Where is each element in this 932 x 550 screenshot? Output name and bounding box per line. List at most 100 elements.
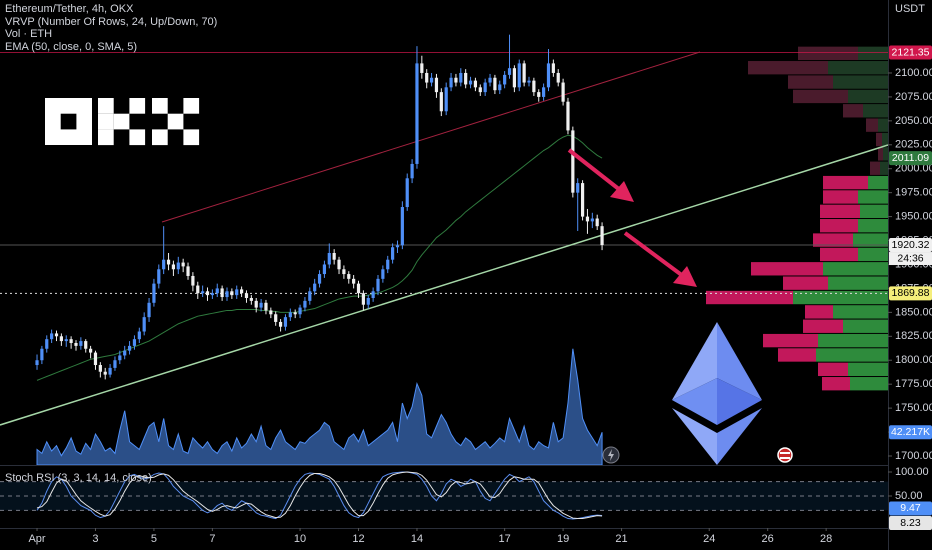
candle-body bbox=[512, 68, 516, 88]
volume-label: 42.217K bbox=[891, 426, 930, 438]
candle-body bbox=[361, 293, 365, 305]
candle-body bbox=[244, 293, 249, 298]
y-tick-label: 1975.00 bbox=[895, 187, 932, 199]
x-tick-label: 21 bbox=[615, 533, 627, 545]
vrvp-down bbox=[818, 362, 848, 377]
eth-facet bbox=[717, 408, 762, 465]
vrvp-up bbox=[818, 333, 888, 348]
candle-body bbox=[503, 74, 507, 85]
arrow-head bbox=[673, 266, 697, 287]
vrvp-up bbox=[833, 305, 888, 319]
eth-logo bbox=[672, 322, 762, 465]
candle-body bbox=[400, 207, 404, 246]
candle-body bbox=[449, 77, 453, 88]
logo-x bbox=[183, 98, 200, 114]
vrvp-down bbox=[823, 190, 858, 204]
candle-body bbox=[376, 278, 380, 292]
vrvp-up bbox=[833, 75, 888, 89]
x-tick-label: 7 bbox=[209, 533, 215, 545]
vrvp-down bbox=[878, 147, 883, 161]
y-tick-label: 1800.00 bbox=[895, 354, 932, 366]
candle-body bbox=[498, 84, 502, 91]
vrvp-down bbox=[751, 262, 823, 276]
candle-body bbox=[464, 72, 468, 85]
axis-layer: 1700.001725.001750.001775.001800.001825.… bbox=[28, 45, 932, 545]
vrvp-down bbox=[783, 276, 828, 290]
candle-body bbox=[225, 291, 229, 298]
candle-body bbox=[196, 285, 200, 294]
candle-body bbox=[215, 288, 219, 294]
back-layer bbox=[0, 46, 888, 511]
price-label: 1920.32 bbox=[892, 239, 930, 251]
candle-body bbox=[108, 367, 112, 375]
vrvp-up bbox=[883, 147, 888, 161]
candle-body bbox=[395, 245, 400, 248]
vrvp-down bbox=[820, 247, 858, 262]
chart-title: Ethereum/Tether, 4h, OKX bbox=[5, 3, 134, 15]
vrvp-down bbox=[843, 104, 863, 118]
candle-body bbox=[527, 80, 531, 83]
vrvp-down bbox=[778, 348, 816, 362]
flag-icon[interactable] bbox=[777, 447, 793, 463]
vrvp-up bbox=[858, 247, 888, 262]
y-tick-label: 1750.00 bbox=[895, 402, 932, 414]
candle-body bbox=[488, 77, 492, 83]
candle-body bbox=[240, 289, 244, 294]
candle-body bbox=[542, 87, 546, 97]
candle-body bbox=[278, 321, 283, 327]
stoch-value-label: 8.23 bbox=[900, 517, 921, 529]
candle-body bbox=[507, 68, 512, 75]
price-label: 1869.88 bbox=[892, 287, 930, 299]
candle-body bbox=[45, 339, 49, 349]
vrvp-down bbox=[706, 290, 793, 305]
candle-body bbox=[386, 259, 390, 270]
indicator-label: VRVP (Number Of Rows, 24, Up/Down, 70) bbox=[5, 16, 217, 28]
flag-stripe bbox=[780, 457, 790, 459]
x-tick-label: 24 bbox=[703, 533, 715, 545]
candle-body bbox=[332, 252, 336, 260]
y-tick-label: 2100.00 bbox=[895, 67, 932, 79]
vrvp-up bbox=[880, 161, 888, 175]
x-tick-label: 19 bbox=[557, 533, 569, 545]
candle-body bbox=[595, 218, 599, 227]
candle-body bbox=[288, 312, 292, 318]
candle-body bbox=[556, 72, 560, 83]
candle-body bbox=[162, 259, 166, 270]
candle-body bbox=[123, 350, 127, 356]
vrvp-up bbox=[848, 89, 888, 104]
candle-body bbox=[537, 92, 541, 97]
candle-body bbox=[308, 291, 312, 301]
candle-body bbox=[230, 291, 234, 296]
flag-stripe bbox=[780, 452, 790, 454]
candle-body bbox=[410, 163, 414, 179]
vrvp-up bbox=[868, 175, 888, 190]
vrvp-down bbox=[820, 219, 858, 233]
candle-body bbox=[444, 87, 448, 112]
candle-body bbox=[259, 302, 263, 308]
stoch-value-label: 9.47 bbox=[900, 502, 921, 514]
candle-body bbox=[181, 262, 185, 267]
candle-body bbox=[571, 130, 575, 193]
candle-body bbox=[522, 63, 526, 83]
y-tick-label: 2000.00 bbox=[895, 163, 932, 175]
stoch-title: Stoch RSI (3, 3, 14, 14, close) bbox=[5, 472, 152, 484]
x-tick-label: 5 bbox=[151, 533, 157, 545]
event-icon-bolt bbox=[608, 449, 614, 461]
indicator-label: Vol · ETH bbox=[5, 28, 52, 40]
price-label-box bbox=[889, 286, 932, 301]
candle-body bbox=[171, 264, 176, 270]
x-tick-label: 12 bbox=[352, 533, 364, 545]
vrvp-up bbox=[858, 190, 888, 204]
vrvp-up bbox=[863, 104, 888, 118]
logo-k bbox=[129, 129, 146, 146]
arrow-shaft bbox=[623, 231, 685, 278]
candle-body bbox=[532, 80, 536, 93]
candle-body bbox=[493, 77, 497, 91]
candle-body bbox=[551, 63, 555, 73]
candle-body bbox=[293, 312, 297, 315]
x-tick-label: 28 bbox=[820, 533, 832, 545]
candle-body bbox=[283, 317, 288, 327]
candle-body bbox=[322, 264, 327, 275]
logo-x bbox=[167, 113, 184, 130]
vrvp-down bbox=[803, 319, 843, 333]
